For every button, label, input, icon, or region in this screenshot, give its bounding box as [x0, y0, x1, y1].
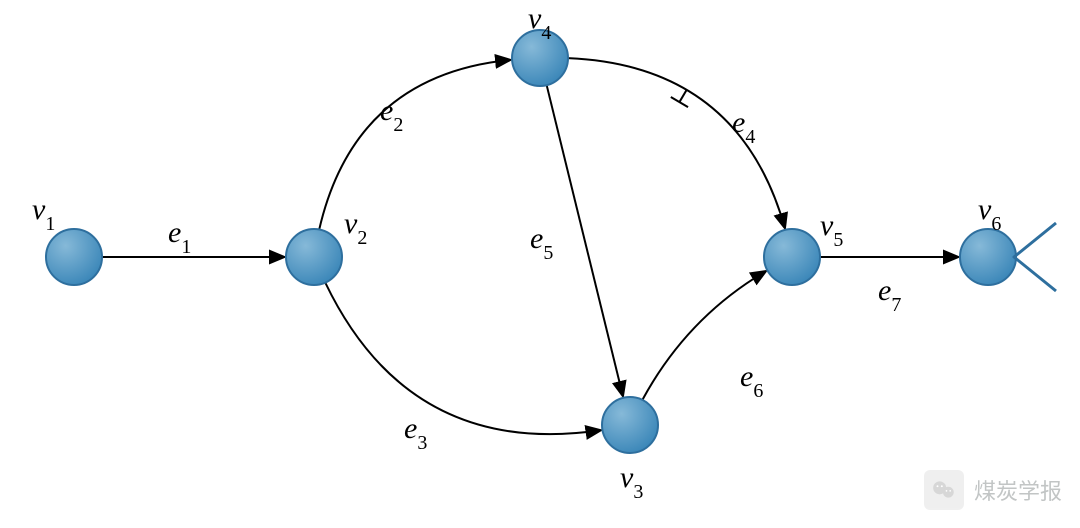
node-v1 — [46, 229, 102, 285]
edge-label-e3: e3 — [404, 412, 427, 454]
edge-label-e1: e1 — [168, 216, 191, 258]
watermark: 煤炭学报 — [924, 470, 1062, 510]
edge-label-e2: e2 — [380, 94, 403, 136]
edge-e5 — [547, 85, 623, 396]
graph-diagram: e1e2e3e4e5e6e7v1v2v3v4v5v6 — [0, 0, 1080, 528]
node-label-v5: v5 — [820, 209, 843, 251]
edge-e2 — [319, 60, 510, 230]
node-v3 — [602, 397, 658, 453]
node-v4 — [512, 30, 568, 86]
node-v6-triangle-icon — [1014, 223, 1056, 291]
node-label-v1: v1 — [32, 193, 55, 235]
watermark-text: 煤炭学报 — [974, 474, 1062, 506]
edge-e4-tick-cap — [671, 97, 688, 107]
node-v6 — [960, 229, 1016, 285]
wechat-icon — [924, 470, 964, 510]
node-v5 — [764, 229, 820, 285]
ticks-layer — [671, 90, 688, 107]
labels-layer: e1e2e3e4e5e6e7v1v2v3v4v5v6 — [32, 2, 1001, 503]
edge-e4-tick — [679, 90, 686, 102]
node-label-v2: v2 — [344, 207, 367, 249]
edge-label-e5: e5 — [530, 222, 553, 264]
edge-e3 — [325, 283, 600, 435]
node-label-v3: v3 — [620, 461, 643, 503]
edge-label-e6: e6 — [740, 360, 763, 402]
edge-label-e7: e7 — [878, 274, 901, 316]
node-v2 — [286, 229, 342, 285]
